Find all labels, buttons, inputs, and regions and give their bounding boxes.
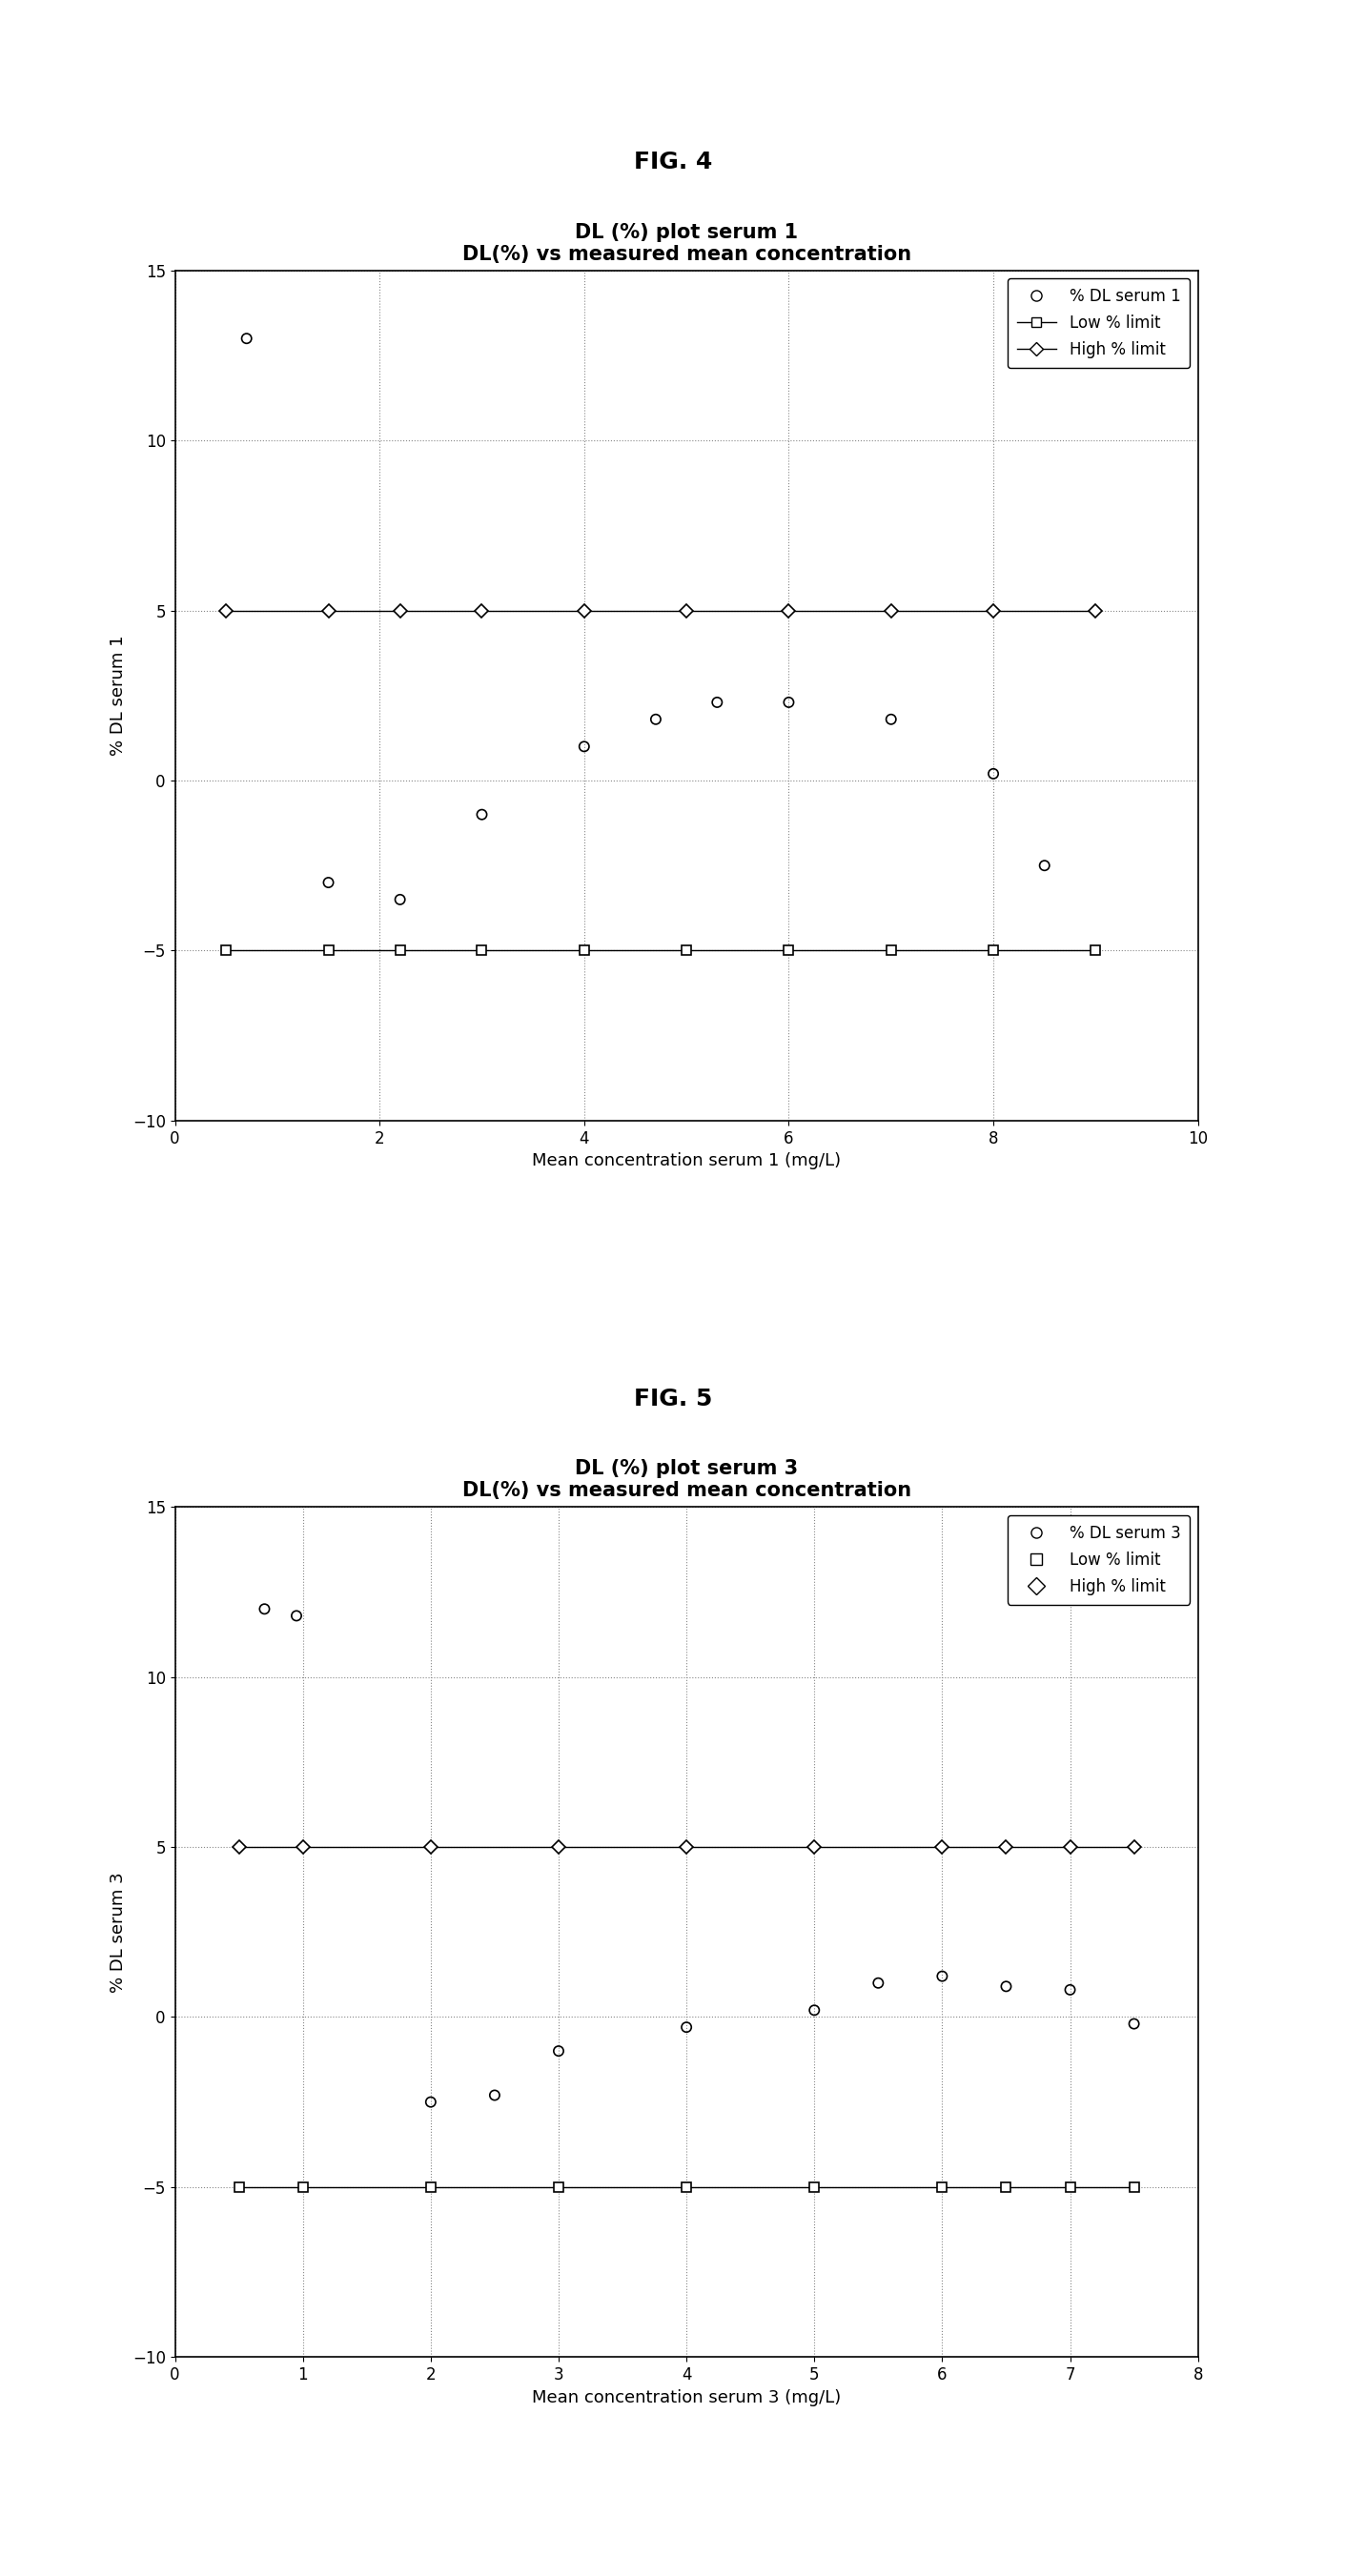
Point xyxy=(236,317,257,358)
Y-axis label: % DL serum 3: % DL serum 3 xyxy=(110,1873,127,1991)
Y-axis label: % DL serum 1: % DL serum 1 xyxy=(110,636,127,755)
Point xyxy=(1059,1968,1081,2009)
Legend: % DL serum 1, Low % limit, High % limit: % DL serum 1, Low % limit, High % limit xyxy=(1007,278,1190,368)
Point xyxy=(285,1595,307,1636)
X-axis label: Mean concentration serum 1 (mg/L): Mean concentration serum 1 (mg/L) xyxy=(532,1151,841,1170)
Point xyxy=(1124,2004,1145,2045)
Point xyxy=(573,726,595,768)
Point xyxy=(931,1955,953,1996)
Point xyxy=(868,1963,890,2004)
Point xyxy=(254,1589,276,1631)
Point xyxy=(485,2074,506,2115)
Title: DL (%) plot serum 1
DL(%) vs measured mean concentration: DL (%) plot serum 1 DL(%) vs measured me… xyxy=(462,222,911,263)
Text: FIG. 5: FIG. 5 xyxy=(634,1388,712,1409)
Point xyxy=(389,878,411,920)
Point xyxy=(707,683,728,724)
Point xyxy=(996,1965,1018,2007)
Point xyxy=(420,2081,441,2123)
Text: FIG. 4: FIG. 4 xyxy=(634,152,712,173)
Point xyxy=(880,698,902,739)
Point xyxy=(778,683,800,724)
X-axis label: Mean concentration serum 3 (mg/L): Mean concentration serum 3 (mg/L) xyxy=(532,2388,841,2406)
Title: DL (%) plot serum 3
DL(%) vs measured mean concentration: DL (%) plot serum 3 DL(%) vs measured me… xyxy=(462,1458,911,1499)
Point xyxy=(548,2030,569,2071)
Point xyxy=(804,1989,825,2030)
Point xyxy=(676,2007,697,2048)
Point xyxy=(1034,845,1055,886)
Point xyxy=(645,698,666,739)
Point xyxy=(983,752,1004,793)
Point xyxy=(318,863,339,904)
Point xyxy=(471,793,493,835)
Legend: % DL serum 3, Low % limit, High % limit: % DL serum 3, Low % limit, High % limit xyxy=(1007,1515,1190,1605)
